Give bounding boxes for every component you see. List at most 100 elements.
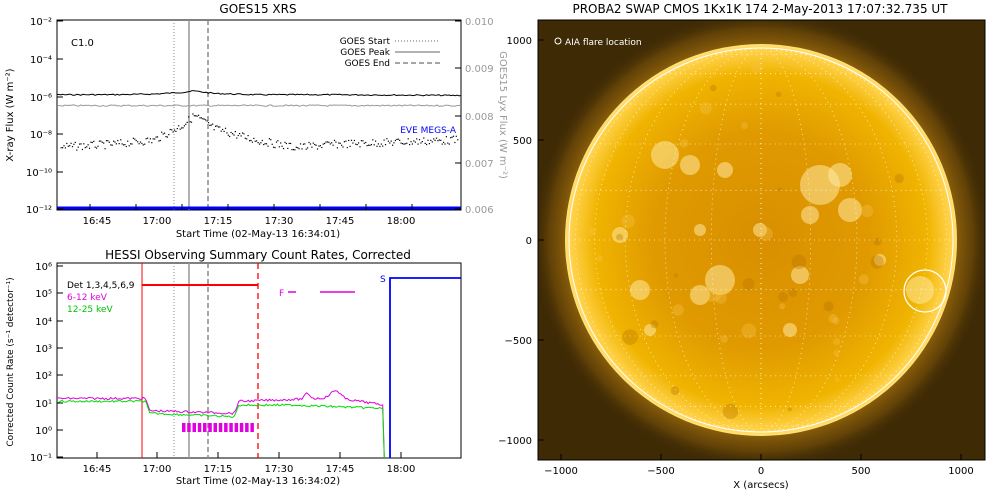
eve-label: EVE MEGS-A bbox=[400, 126, 457, 136]
goes-short-point bbox=[145, 138, 147, 140]
coronal-feature bbox=[596, 255, 603, 262]
goes-short-point bbox=[209, 124, 211, 126]
goes-short-point bbox=[108, 141, 110, 143]
goes-short-point bbox=[232, 133, 234, 135]
coronal-feature bbox=[858, 274, 869, 285]
hessi-xlabel: Start Time (02-May-13 16:34:02) bbox=[176, 476, 340, 487]
coronal-feature bbox=[720, 335, 728, 343]
goes-short-point bbox=[356, 144, 358, 146]
goes-short-point bbox=[164, 132, 166, 134]
goes-short-point bbox=[435, 137, 438, 139]
goes-short-point bbox=[60, 147, 62, 149]
goes-short-point bbox=[188, 116, 190, 118]
hessi-flag-f: F bbox=[279, 289, 284, 299]
goes-short-point bbox=[171, 129, 173, 131]
goes-short-point bbox=[294, 149, 296, 151]
goes-short-point bbox=[307, 147, 309, 149]
goes-short-point bbox=[305, 148, 307, 150]
goes-short-point bbox=[318, 145, 320, 147]
goes-short-point bbox=[110, 144, 112, 146]
hessi-attenuator-block bbox=[234, 423, 239, 432]
goes-ytick-right-label: 0.009 bbox=[465, 64, 494, 75]
goes-short-point bbox=[339, 142, 341, 144]
active-region bbox=[753, 223, 767, 237]
active-region bbox=[651, 141, 679, 169]
swap-annotation: AIA flare location bbox=[565, 38, 642, 48]
goes-short-point bbox=[76, 149, 78, 151]
goes-short-point bbox=[451, 136, 453, 138]
goes-short-point bbox=[268, 138, 270, 140]
goes-short-point bbox=[86, 146, 88, 148]
goes-short-point bbox=[373, 144, 375, 146]
goes-short-point bbox=[325, 141, 327, 143]
goes-short-point bbox=[370, 144, 372, 146]
coronal-feature bbox=[722, 403, 739, 420]
hessi-attenuator-block bbox=[192, 423, 196, 432]
goes-short-point bbox=[431, 141, 433, 143]
coronal-feature bbox=[650, 320, 659, 329]
goes-short-point bbox=[219, 126, 221, 128]
goes-y-axis-right: 0.010 0.009 0.008 0.007 0.006 GOES15 Lyx… bbox=[455, 17, 508, 216]
goes-flare-class: C1.0 bbox=[71, 38, 94, 49]
goes-short-point bbox=[81, 148, 83, 151]
goes-legend-start-label: GOES Start bbox=[340, 37, 391, 47]
goes-short-point bbox=[407, 138, 409, 140]
goes-short-point bbox=[295, 146, 297, 148]
active-region bbox=[612, 227, 628, 243]
hessi-legend: Det 1,3,4,5,6,9 6-12 keV 12-25 keV bbox=[67, 281, 135, 315]
coronal-feature bbox=[750, 61, 764, 75]
goes-short-point bbox=[447, 142, 449, 144]
goes-short-point bbox=[326, 141, 329, 143]
goes-short-point bbox=[182, 127, 184, 129]
hessi-ytick-label: 10⁰ bbox=[35, 426, 52, 437]
goes-short-point bbox=[80, 143, 82, 145]
goes-short-point bbox=[265, 143, 268, 145]
goes-short-point bbox=[359, 146, 361, 148]
goes-short-point bbox=[441, 143, 443, 145]
hessi-attenuator-block bbox=[197, 423, 202, 432]
goes-short-point bbox=[450, 137, 452, 139]
goes-short-point bbox=[399, 139, 401, 141]
goes-short-point bbox=[152, 138, 154, 140]
hessi-attenuator-block bbox=[182, 423, 186, 432]
goes-short-point bbox=[73, 143, 75, 145]
goes-short-point bbox=[161, 131, 163, 133]
swap-ytick-label: 500 bbox=[513, 136, 532, 147]
goes-short-point bbox=[410, 141, 412, 143]
coronal-feature bbox=[779, 303, 786, 310]
goes-short-point bbox=[392, 144, 394, 146]
hessi-legend-6-12: 6-12 keV bbox=[67, 293, 108, 303]
swap-xtick-label: −1000 bbox=[544, 466, 578, 477]
goes-short-point bbox=[128, 145, 130, 147]
goes-short-point bbox=[205, 119, 207, 121]
goes-lyx-series bbox=[57, 104, 461, 107]
goes-xlabel: Start Time (02-May-13 16:34:01) bbox=[176, 229, 340, 240]
goes-short-point bbox=[383, 139, 385, 141]
swap-xlabel: X (arcsecs) bbox=[733, 480, 789, 491]
goes-short-point bbox=[434, 139, 436, 141]
hessi-flag-s: S bbox=[380, 275, 386, 285]
coronal-feature bbox=[741, 323, 757, 339]
goes-short-point bbox=[254, 140, 256, 142]
goes-short-point bbox=[333, 139, 336, 141]
goes-short-point bbox=[190, 121, 193, 123]
goes-short-point bbox=[213, 129, 215, 131]
goes-short-point bbox=[165, 136, 167, 138]
goes-short-point bbox=[321, 146, 323, 149]
coronal-feature bbox=[714, 291, 727, 304]
goes-short-point bbox=[134, 138, 136, 140]
goes-short-point bbox=[397, 138, 399, 140]
goes-ylabel-right: GOES15 Lyx Flux (W m⁻²) bbox=[497, 51, 508, 179]
goes-short-point bbox=[137, 141, 139, 143]
hessi-ytick-label: 10⁶ bbox=[35, 262, 52, 273]
hessi-plot-frame bbox=[56, 262, 462, 459]
hessi-attenuator-block bbox=[218, 423, 223, 432]
aia-legend-circle-icon bbox=[554, 37, 562, 45]
goes-short-point bbox=[156, 136, 159, 138]
goes-short-point bbox=[335, 141, 337, 143]
goes-short-point bbox=[264, 143, 266, 145]
goes-short-point bbox=[342, 146, 344, 148]
goes-short-point bbox=[115, 143, 117, 145]
goes-short-point bbox=[315, 144, 317, 146]
